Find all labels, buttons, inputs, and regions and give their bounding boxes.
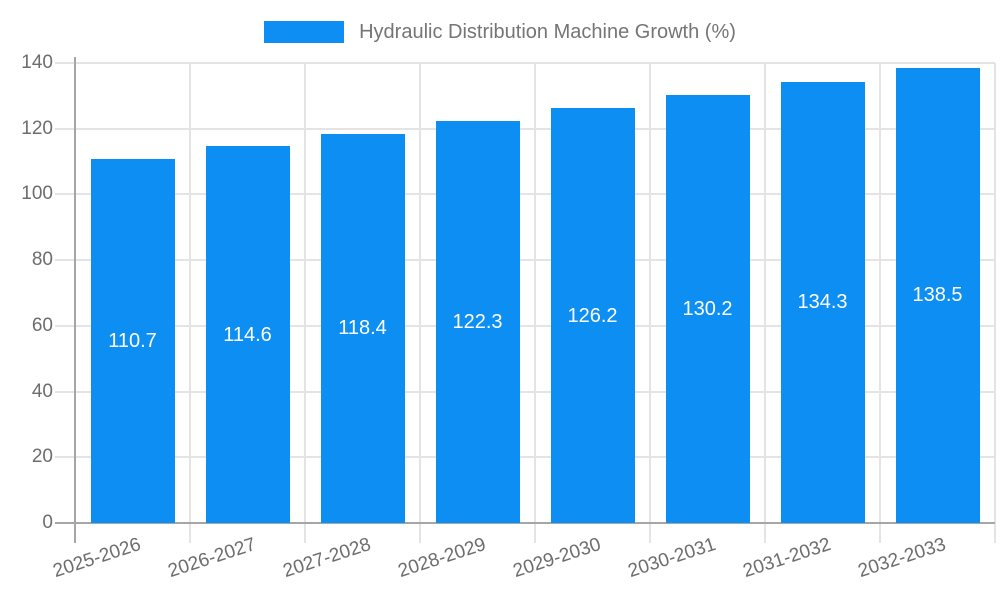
bar-value-label: 126.2	[567, 304, 618, 327]
y-tick-label: 100	[21, 183, 53, 205]
gridline-vertical	[764, 63, 766, 543]
y-tick-label: 0	[42, 512, 53, 533]
y-tick-label: 120	[21, 117, 53, 139]
gridline-vertical	[419, 63, 421, 543]
bar-value-label: 114.6	[223, 323, 272, 346]
bar[interactable]: 114.6	[205, 146, 290, 523]
bar[interactable]: 138.5	[895, 67, 980, 523]
y-tick-label: 40	[31, 380, 53, 402]
gridline-vertical	[994, 63, 996, 543]
y-tick-label: 60	[31, 314, 53, 336]
gridline-horizontal	[55, 456, 995, 459]
gridline-horizontal	[55, 324, 995, 327]
bar-value-label: 134.3	[797, 291, 848, 314]
bar[interactable]: 122.3	[435, 121, 520, 523]
gridline-vertical	[304, 63, 306, 543]
bar[interactable]: 130.2	[665, 95, 750, 523]
gridline-horizontal	[55, 259, 995, 262]
y-axis-line	[74, 57, 76, 543]
gridline-vertical	[189, 63, 191, 543]
y-tick-label: 80	[31, 249, 53, 271]
bar-value-label: 130.2	[682, 298, 733, 321]
gridline-vertical	[534, 63, 536, 543]
x-axis-line	[55, 522, 995, 524]
gridline-horizontal	[55, 193, 995, 196]
gridline-horizontal	[55, 390, 995, 393]
legend-label: Hydraulic Distribution Machine Growth (%…	[359, 21, 736, 43]
gridline-horizontal	[55, 62, 995, 64]
gridline-vertical	[649, 63, 651, 543]
bar[interactable]: 134.3	[780, 81, 865, 523]
gridline-horizontal	[55, 127, 995, 130]
y-tick-label: 140	[21, 52, 53, 73]
bar[interactable]: 118.4	[320, 133, 405, 523]
bar-value-label: 138.5	[912, 284, 963, 307]
bar-value-label: 118.4	[338, 317, 387, 340]
gridline-vertical	[879, 63, 881, 543]
bar-value-label: 122.3	[452, 311, 503, 334]
chart-legend[interactable]: Hydraulic Distribution Machine Growth (%…	[0, 19, 1000, 45]
legend-swatch[interactable]	[264, 21, 345, 43]
bar[interactable]: 110.7	[90, 159, 175, 523]
bar-value-label: 110.7	[108, 330, 157, 353]
bar[interactable]: 126.2	[550, 108, 635, 523]
y-tick-label: 20	[31, 446, 53, 468]
